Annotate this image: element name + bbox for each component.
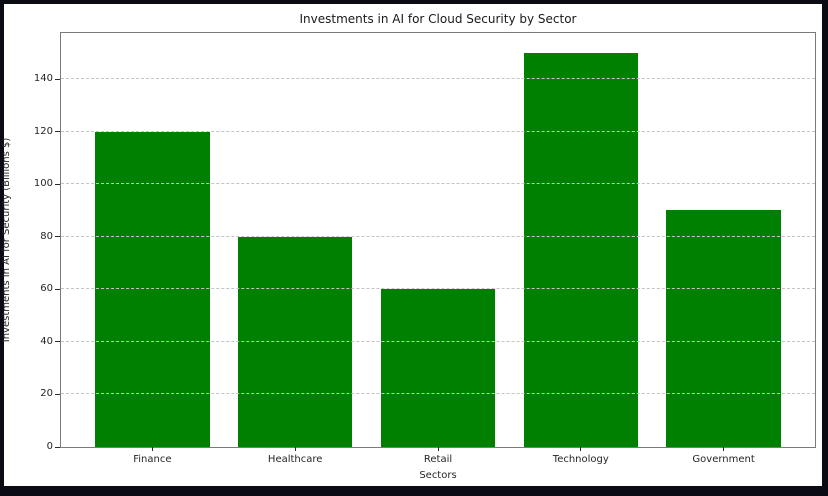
xtick-label-retail: Retail [423, 454, 453, 465]
gridline-y-20 [61, 393, 815, 395]
ytick-label-80: 80 [40, 230, 53, 242]
gridline-y-40 [61, 340, 815, 342]
ytick-mark-80 [55, 236, 60, 238]
xtick-mark-healthcare [294, 447, 296, 451]
ytick-mark-40 [55, 341, 60, 343]
bar-retail [380, 289, 496, 447]
xtick-label-finance: Finance [133, 454, 172, 465]
plot-area: 0 20 40 60 80 100 120 140 Finance Healthcare Retai… [34, 32, 816, 465]
gridline-y-80 [61, 235, 815, 237]
chart-figure: Investments in AI for Cloud Security by … [1, 4, 822, 486]
ytick-label-140: 140 [33, 73, 53, 85]
ytick-label-20: 20 [40, 388, 53, 400]
xtick-mark-retail [437, 447, 439, 451]
xtick-label-government: Government [692, 454, 755, 465]
chart-title: Investments in AI for Cloud Security by … [299, 12, 577, 26]
ytick-label-100: 100 [33, 178, 53, 190]
bar-healthcare [238, 236, 353, 447]
gridline-y-140 [61, 78, 815, 79]
ytick-mark-20 [55, 393, 60, 395]
x-axis-label: Sectors [419, 470, 457, 481]
gridline-y-120 [61, 130, 815, 132]
ytick-label-0: 0 [46, 441, 53, 452]
xtick-label-healthcare: Healthcare [267, 454, 323, 465]
xtick-mark-government [723, 447, 725, 451]
ytick-mark-60 [55, 288, 60, 290]
xtick-mark-finance [151, 447, 153, 451]
xtick-mark-technology [580, 447, 582, 451]
gridline-y-60 [61, 288, 815, 290]
bar-government [666, 210, 781, 447]
bar-technology [523, 52, 638, 447]
xtick-label-technology: Technology [552, 454, 609, 465]
gridline-y-100 [61, 183, 815, 185]
ytick-label-40: 40 [40, 335, 53, 347]
ytick-mark-140 [55, 78, 60, 80]
ytick-mark-0 [55, 446, 60, 448]
ytick-mark-120 [55, 131, 60, 133]
ytick-mark-100 [55, 183, 60, 185]
ytick-label-60: 60 [40, 283, 53, 295]
ytick-label-120: 120 [33, 125, 53, 137]
